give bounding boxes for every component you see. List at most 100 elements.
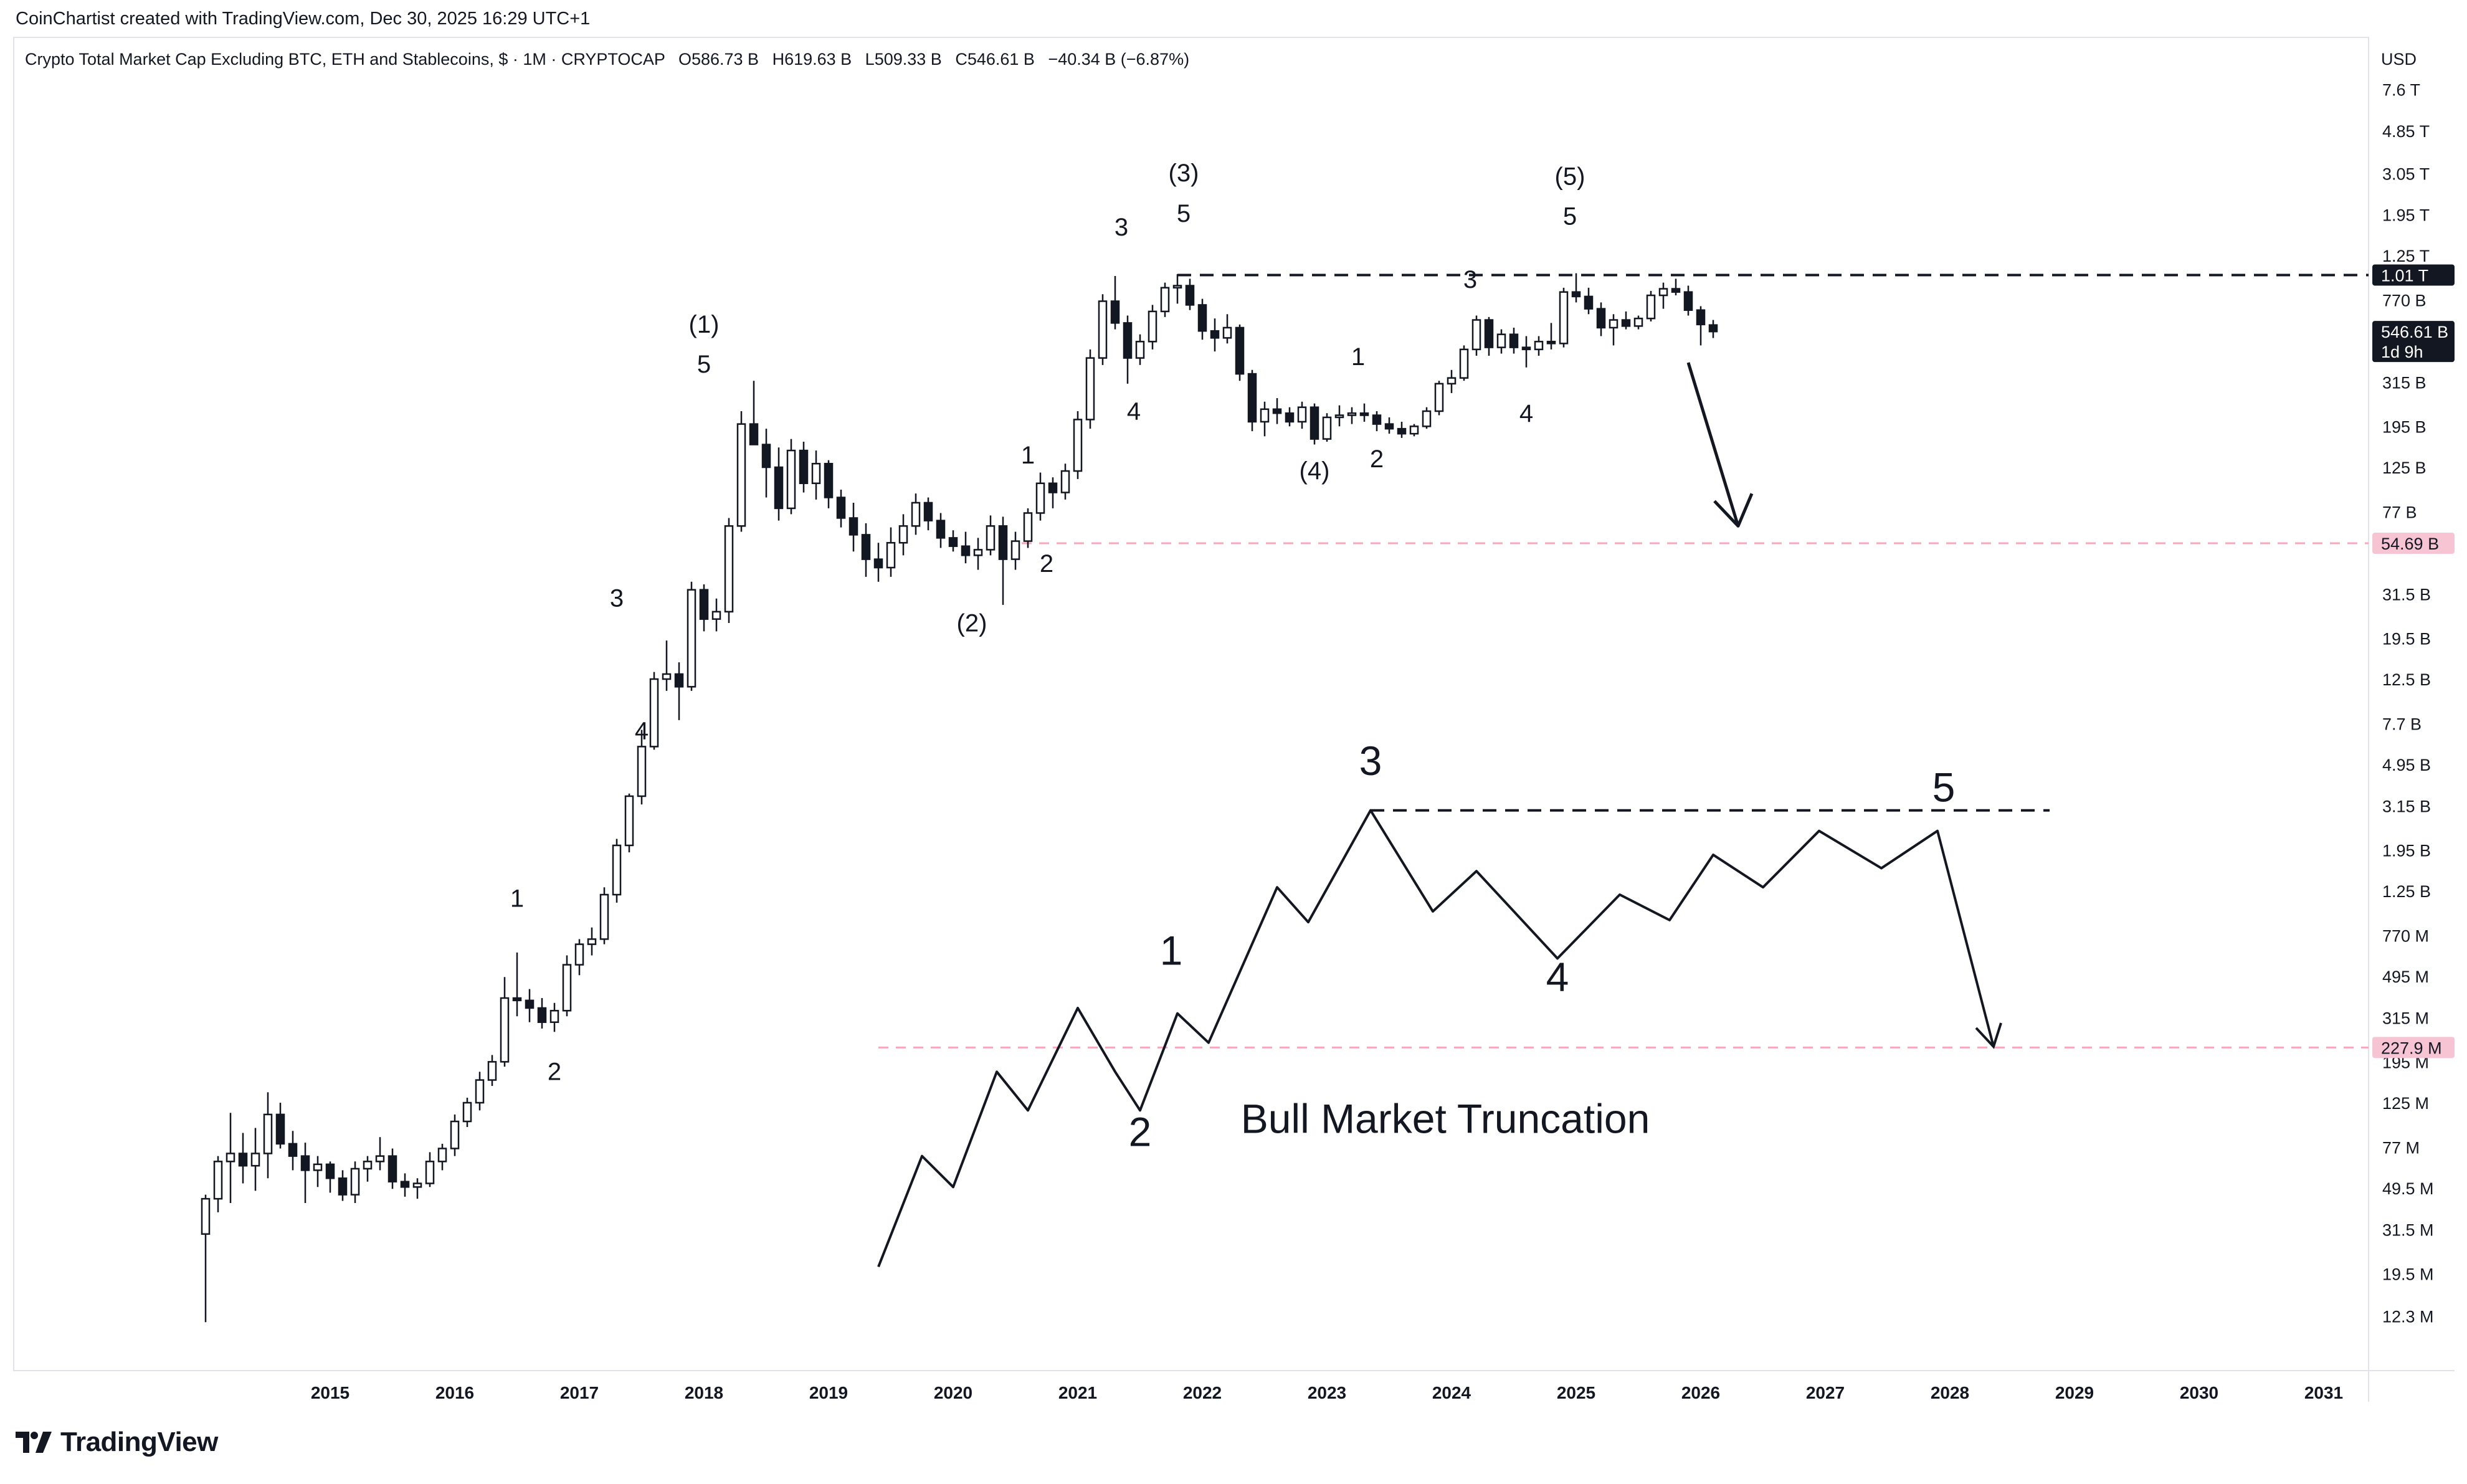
y-tick-label: 1.25 T [2382, 247, 2430, 265]
candle-119 [1683, 285, 1693, 316]
currency-label[interactable]: USD [2381, 50, 2417, 69]
candle-31 [587, 927, 597, 956]
candle-111 [1584, 287, 1594, 315]
y-tick-label: 77 M [2382, 1139, 2420, 1158]
candle-body [1509, 333, 1519, 348]
x-tick-label: 2025 [1557, 1383, 1595, 1402]
candle-body [250, 1153, 260, 1167]
y-tick-label: 4.85 T [2382, 122, 2430, 141]
candle-body [512, 997, 522, 1002]
candle-104 [1496, 329, 1506, 354]
plot-area[interactable] [13, 37, 2369, 1371]
candle-92 [1347, 407, 1357, 424]
wave-label: (3) [1169, 159, 1199, 187]
candles [201, 273, 1718, 1323]
candle-43 [736, 411, 746, 532]
wave-label: 2 [548, 1058, 561, 1086]
candle-body [861, 534, 871, 560]
candle-body [1310, 406, 1319, 440]
candle-35 [637, 730, 647, 805]
candle-21 [462, 1097, 472, 1127]
price-tag-label: 546.61 B [2381, 323, 2448, 341]
candle-84 [1247, 369, 1257, 432]
candle-54 [873, 543, 883, 582]
y-tick-label: 125 M [2382, 1094, 2429, 1113]
tradingview-logo[interactable]: TradingView [16, 1427, 218, 1458]
candle-body [1584, 295, 1594, 310]
candle-body [811, 462, 821, 484]
candle-body [1384, 423, 1394, 430]
candle-101 [1459, 345, 1469, 381]
close-value: 546.61 B [967, 50, 1035, 69]
y-tick-label: 12.5 B [2382, 670, 2431, 689]
candle-12 [350, 1161, 360, 1204]
wave-label: 2 [1040, 550, 1053, 578]
candle-body [1185, 285, 1195, 306]
candle-22 [475, 1072, 485, 1111]
low-label: L [865, 50, 875, 69]
wave-label: 1 [1351, 343, 1365, 371]
y-tick-label: 7.7 B [2382, 715, 2422, 734]
open-label: O [678, 50, 692, 69]
candle-body [637, 746, 647, 797]
candle-69 [1060, 464, 1070, 500]
candle-86 [1272, 398, 1282, 424]
candle-82 [1222, 314, 1232, 344]
candle-23 [487, 1055, 497, 1087]
candle-114 [1621, 311, 1631, 330]
y-tick-label: 495 M [2382, 968, 2429, 986]
projection-arrow [1686, 362, 1754, 528]
y-tick-label: 31.5 M [2382, 1221, 2434, 1240]
candle-body [1172, 285, 1182, 289]
price-tags: 1.01 T 546.61 B 1d 9h 54.69 B 227.9 M [2372, 264, 2455, 1058]
low-value: 509.33 B [875, 50, 942, 69]
x-tick-label: 2026 [1681, 1383, 1720, 1402]
candle-body [1496, 333, 1506, 348]
candle-10 [325, 1161, 335, 1193]
candle-body [587, 938, 597, 945]
candle-body [1235, 326, 1245, 375]
candle-0 [201, 1194, 211, 1323]
candle-body [1035, 482, 1045, 514]
x-tick-label: 2019 [809, 1383, 848, 1402]
candle-body [836, 497, 846, 519]
candle-body [313, 1163, 323, 1171]
open-value: 586.73 B [692, 50, 759, 69]
candle-body [1210, 330, 1220, 339]
x-tick-label: 2021 [1058, 1383, 1097, 1402]
candle-body [574, 943, 584, 966]
candle-body [201, 1197, 211, 1235]
x-tick-label: 2020 [934, 1383, 972, 1402]
candle-28 [549, 1002, 559, 1032]
candle-41 [711, 598, 721, 632]
brand-label: TradingView [60, 1427, 218, 1457]
candle-9 [313, 1156, 323, 1187]
candle-body [786, 449, 796, 510]
candle-67 [1035, 472, 1045, 521]
candle-body [687, 589, 696, 688]
candle-93 [1359, 403, 1369, 422]
price-tag-bg-2 [2372, 533, 2455, 554]
candle-body [462, 1101, 472, 1123]
candle-body [923, 502, 933, 521]
candle-103 [1484, 316, 1494, 356]
candle-75 [1135, 334, 1145, 365]
high-label: H [772, 50, 785, 69]
horizontal-levels [878, 273, 2369, 1049]
candle-body [1098, 300, 1108, 359]
candle-body [475, 1079, 485, 1104]
candle-body [948, 537, 958, 547]
candle-body [724, 525, 734, 613]
candle-118 [1671, 278, 1681, 296]
candle-body [325, 1163, 335, 1179]
schematic-title: Bull Market Truncation [1241, 1096, 1650, 1142]
candle-body [1247, 373, 1257, 423]
candle-body [1521, 346, 1531, 351]
candle-16 [400, 1173, 410, 1197]
price-tag-bg-3 [2372, 1037, 2455, 1058]
candle-107 [1534, 336, 1544, 356]
candle-80 [1197, 298, 1207, 340]
candle-98 [1422, 407, 1432, 429]
candle-body [1272, 408, 1282, 414]
